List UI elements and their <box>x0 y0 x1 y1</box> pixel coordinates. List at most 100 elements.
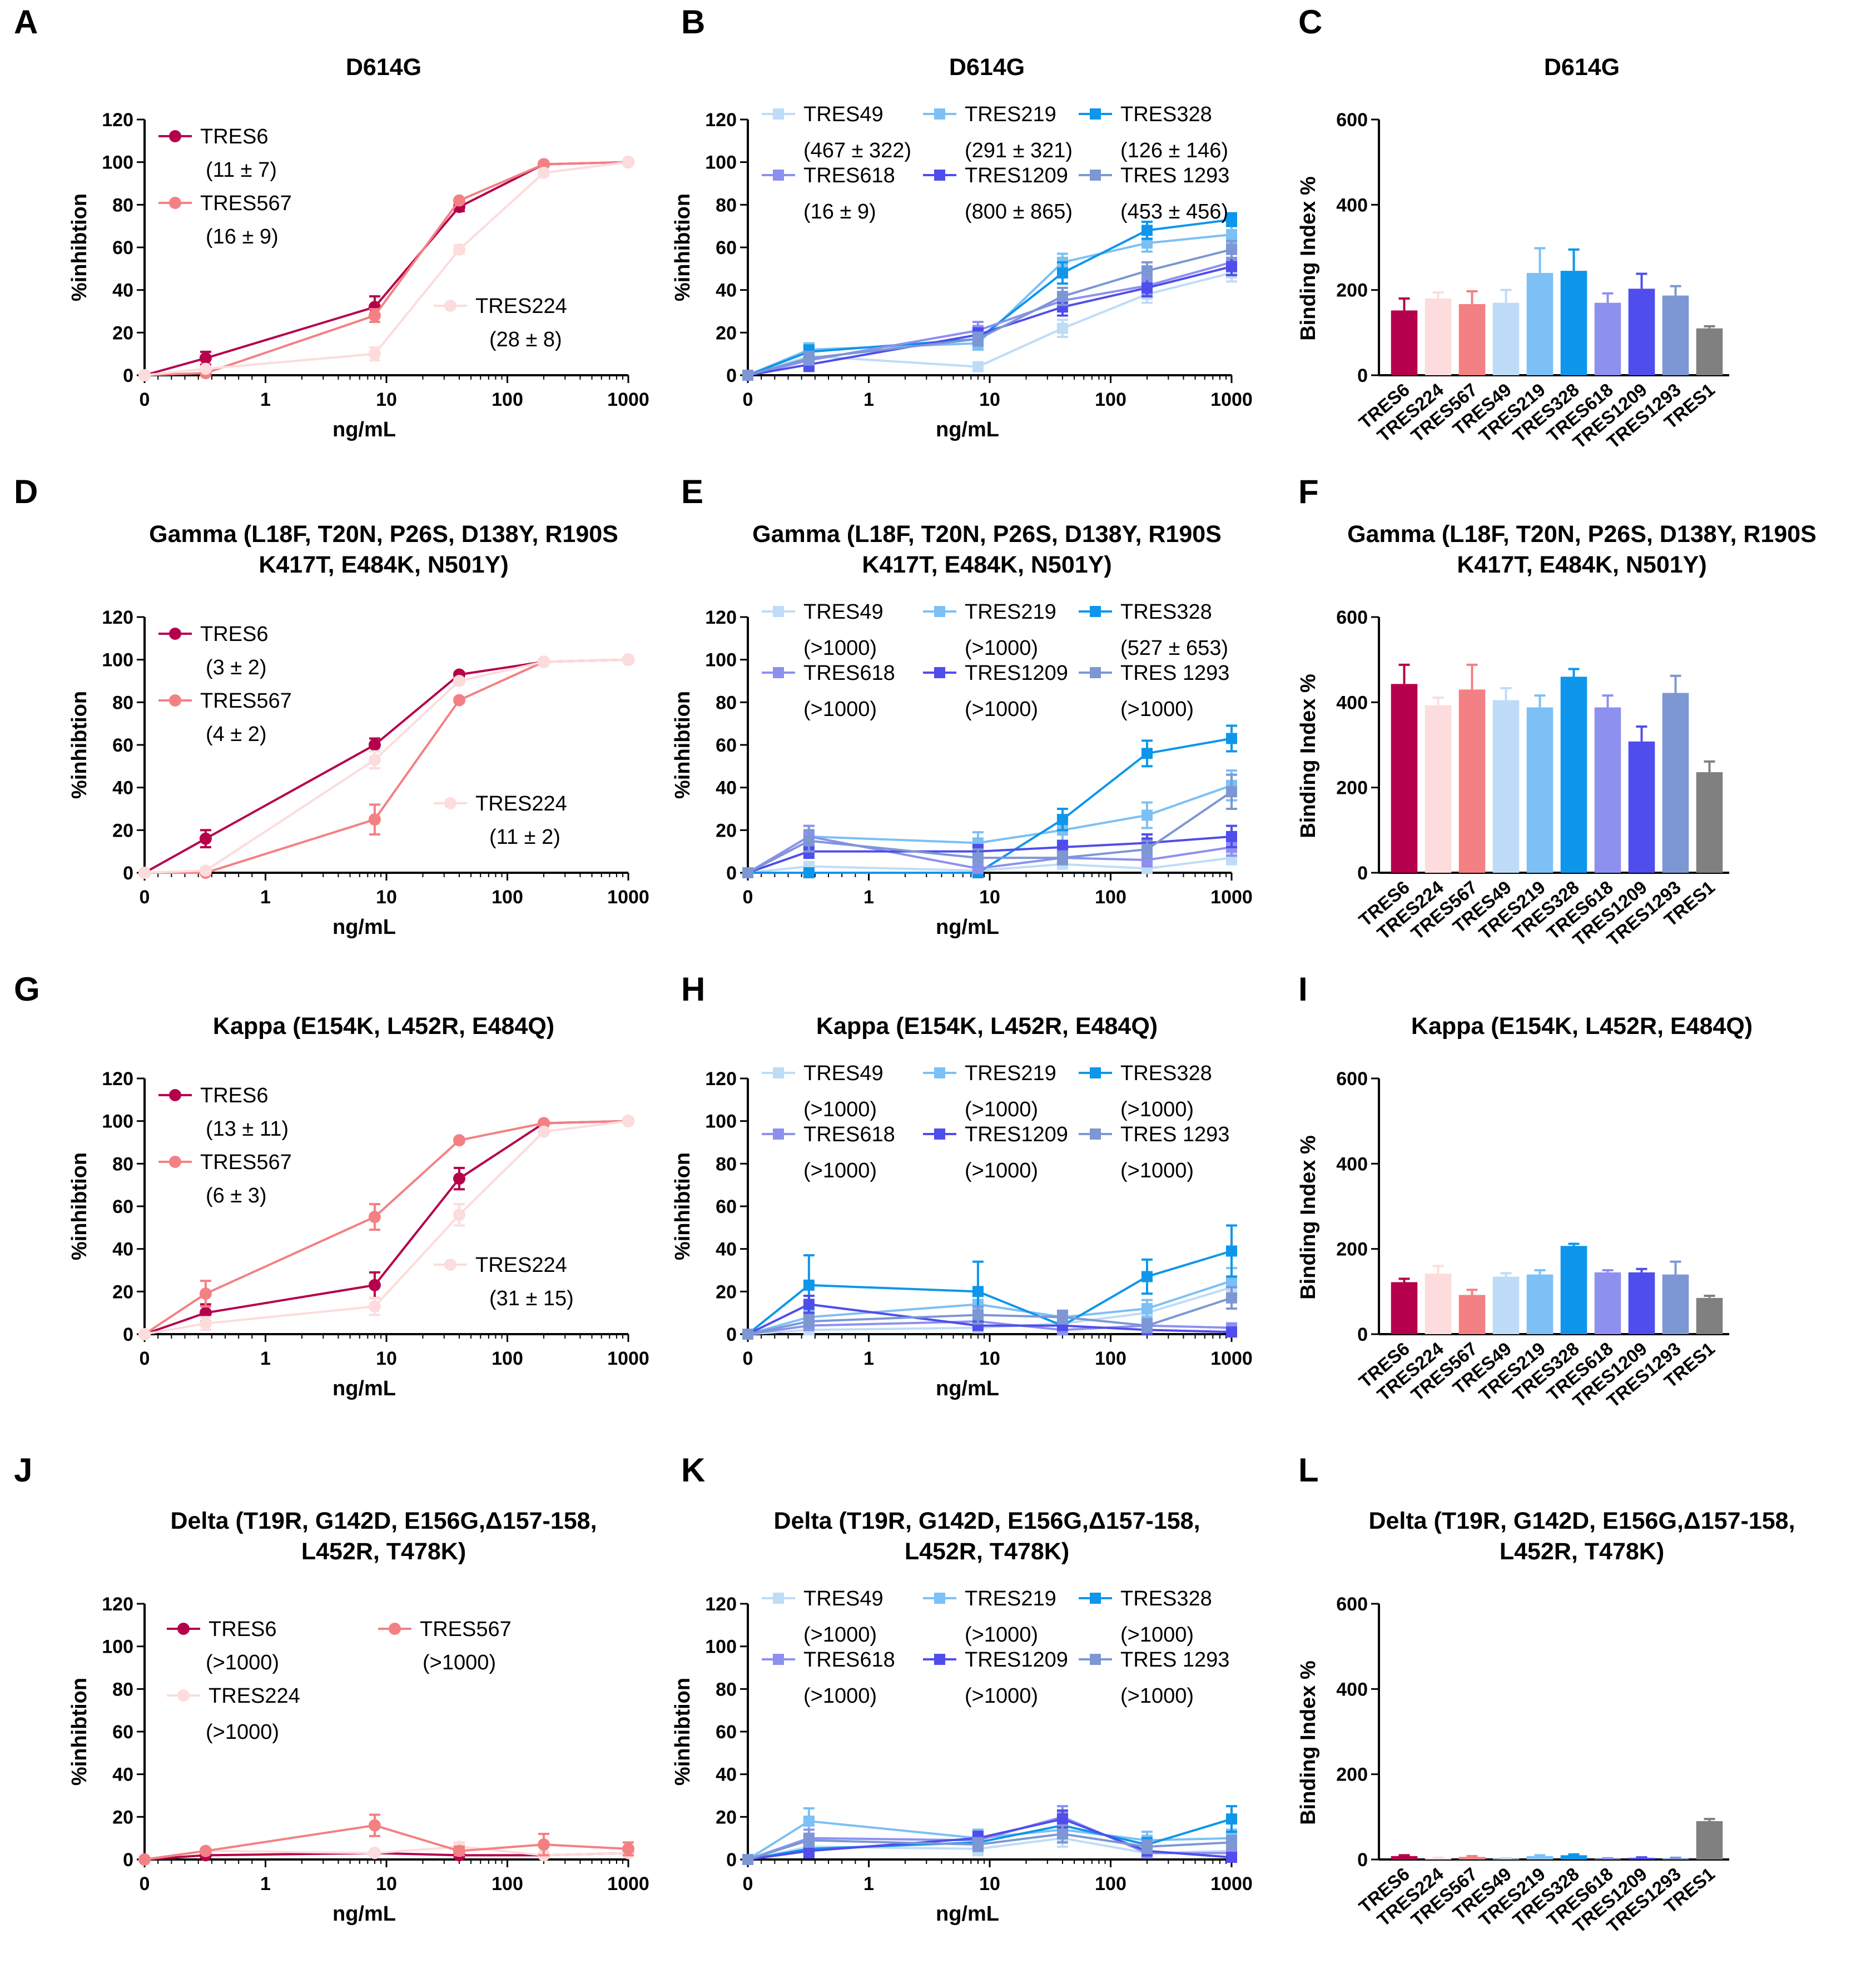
x-tick-label: 0 <box>140 1348 150 1369</box>
legend-label: TRES49 <box>803 1587 884 1610</box>
data-point <box>1056 814 1068 826</box>
series-line-TRES219 <box>747 233 1232 376</box>
x-axis-label: ng/mL <box>936 418 999 441</box>
legend-value: (>1000) <box>803 1623 877 1647</box>
chart-G: 0 20 40 60 80 100 120 0 1 10 100 1000 ng/mL %inhibtio… <box>68 1068 649 1400</box>
data-point <box>138 867 151 879</box>
x-tick-label: 1 <box>260 389 271 410</box>
data-point <box>138 1853 151 1866</box>
x-tick-label: 1000 <box>1210 887 1253 908</box>
legend-value: (28 ± 8) <box>489 328 562 351</box>
data-point <box>368 1819 381 1832</box>
legend-marker <box>1090 606 1101 617</box>
y-tick-label: 200 <box>1336 1764 1368 1786</box>
y-tick-label: 0 <box>1357 1849 1368 1871</box>
data-point <box>1226 229 1237 240</box>
panel-label: F <box>1298 473 1319 510</box>
legend-value: (11 ± 2) <box>489 826 560 849</box>
y-tick-label: 40 <box>112 1764 133 1786</box>
legend-label: TRES328 <box>1120 1587 1212 1610</box>
x-tick-label: 100 <box>492 1348 523 1369</box>
bar-TRES1293 <box>1662 295 1689 375</box>
y-tick-label: 120 <box>705 1594 737 1615</box>
legend-value: (467 ± 322) <box>803 139 911 162</box>
data-point <box>803 1845 815 1857</box>
y-tick-label: 20 <box>716 322 737 344</box>
x-tick-label: 1000 <box>1210 389 1253 410</box>
bar-TRES1 <box>1696 1821 1723 1859</box>
series-line-TRES328 <box>747 1818 1232 1861</box>
chart-title: Gamma (L18F, T20N, P26S, D138Y, R190S <box>1347 521 1817 548</box>
y-tick-label: 120 <box>102 1068 133 1090</box>
series-line-TRES567 <box>143 1120 629 1335</box>
legend-value: (>1000) <box>1120 1684 1194 1708</box>
chart-D: 0 20 40 60 80 100 120 0 1 10 100 1000 ng/mL %inhibtio… <box>68 607 649 939</box>
data-point <box>803 835 815 847</box>
legend-marker <box>169 1156 181 1168</box>
bar-TRES618 <box>1594 1272 1621 1334</box>
bar-TRES1 <box>1696 1297 1723 1334</box>
data-point <box>1141 282 1153 294</box>
legend-value: (800 ± 865) <box>965 200 1073 223</box>
y-tick-label: 20 <box>112 820 133 841</box>
data-point <box>803 867 815 878</box>
x-axis-label: ng/mL <box>936 1902 999 1926</box>
series-line-TRES618 <box>747 835 1232 874</box>
data-point <box>1056 291 1068 302</box>
legend-value: (126 ± 146) <box>1120 139 1228 162</box>
y-tick-label: 200 <box>1336 778 1368 799</box>
data-point <box>537 158 550 171</box>
y-tick-label: 100 <box>705 152 737 173</box>
legend-label: TRES618 <box>803 1648 895 1672</box>
data-point <box>1141 225 1153 236</box>
y-axis-label: Binding Index % <box>1297 1135 1320 1300</box>
data-point <box>1226 1292 1237 1304</box>
legend-value: (>1000) <box>803 1684 877 1708</box>
data-point <box>1056 1311 1068 1323</box>
data-point <box>972 1839 984 1851</box>
data-point <box>803 352 815 364</box>
x-tick-label: 0 <box>140 389 150 410</box>
data-point <box>1226 261 1237 272</box>
x-tick-label: 10 <box>979 1873 1000 1895</box>
bar-TRES49 <box>1492 1276 1520 1334</box>
bar-TRES567 <box>1458 689 1486 873</box>
x-tick-label: 100 <box>492 389 523 410</box>
legend-value: (>1000) <box>803 637 877 660</box>
y-tick-label: 0 <box>726 1324 737 1345</box>
y-axis-label: Binding Index % <box>1297 674 1320 838</box>
series-line-TRES49 <box>747 1286 1232 1335</box>
data-point <box>1056 852 1068 864</box>
data-point <box>742 867 753 878</box>
panel-label: B <box>681 3 705 41</box>
data-point <box>742 370 753 381</box>
y-tick-label: 120 <box>705 607 737 628</box>
data-point <box>537 1125 550 1138</box>
legend-label: TRES1209 <box>965 662 1068 685</box>
chart-title: L452R, T478K) <box>905 1538 1069 1565</box>
data-point <box>453 194 465 207</box>
x-tick-label: 10 <box>376 1348 397 1369</box>
legend-value: (>1000) <box>1120 698 1194 721</box>
chart-title: K417T, E484K, N501Y) <box>1457 551 1706 578</box>
legend-value: (>1000) <box>803 1159 877 1182</box>
legend-marker <box>934 1593 945 1604</box>
x-tick-label: 100 <box>1095 1348 1126 1369</box>
data-point <box>1056 322 1068 334</box>
data-point <box>537 1838 550 1851</box>
data-point <box>742 1329 753 1340</box>
bar-TRES328 <box>1560 677 1587 873</box>
data-point <box>972 852 984 864</box>
bar-TRES219 <box>1526 1274 1554 1334</box>
panel-label: A <box>14 3 38 41</box>
legend-label: TRES567 <box>420 1618 512 1641</box>
x-tick-label: 10 <box>376 1873 397 1895</box>
y-axis-label: %inhibtion <box>671 1152 694 1260</box>
y-tick-label: 80 <box>716 195 737 216</box>
legend-marker <box>169 197 181 209</box>
y-tick-label: 40 <box>112 1239 133 1260</box>
legend-value: (>1000) <box>803 698 877 721</box>
data-point <box>368 1300 381 1313</box>
legend-label: TRES49 <box>803 1062 884 1085</box>
